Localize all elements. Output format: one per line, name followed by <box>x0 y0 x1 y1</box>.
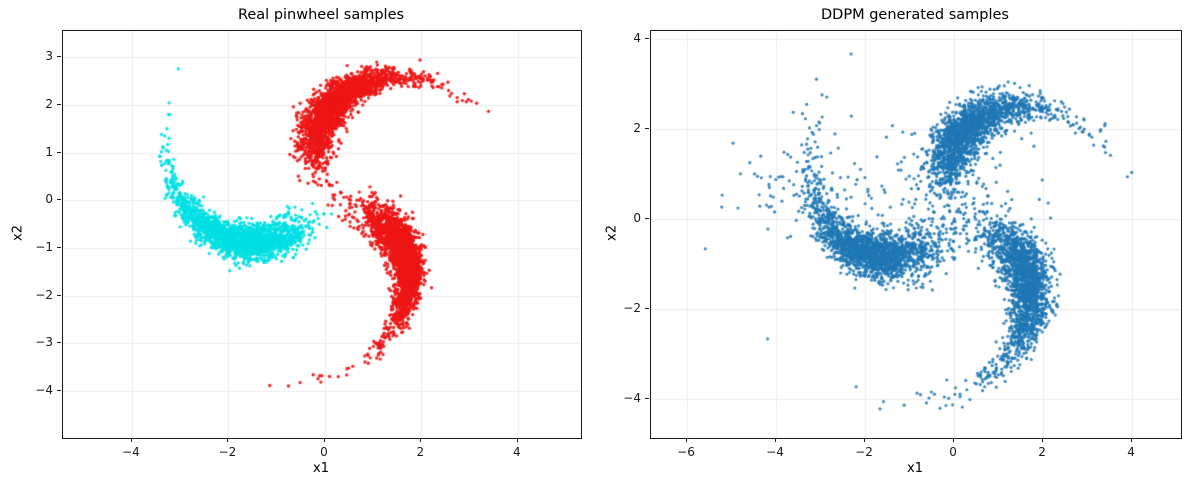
x-tick-mark <box>953 438 955 442</box>
plot-title-real: Real pinwheel samples <box>237 7 405 23</box>
y-tick-label: 2 <box>633 121 641 136</box>
x-tick-mark <box>775 438 777 442</box>
x-axis-label-real: x1 <box>313 461 329 476</box>
x-tick-label: 4 <box>1127 445 1135 459</box>
x-tick-label: −2 <box>855 445 873 459</box>
y-tick-mark <box>645 38 649 40</box>
x-tick-label: −6 <box>677 445 695 459</box>
x-tick-label: −4 <box>766 445 784 459</box>
y-tick-label: −3 <box>35 335 53 350</box>
scatter-canvas-real <box>63 31 581 438</box>
y-tick-label: −1 <box>35 239 53 254</box>
y-tick-mark <box>57 151 61 153</box>
y-tick-mark <box>57 246 61 248</box>
x-tick-mark <box>686 438 688 442</box>
x-tick-label: 2 <box>416 445 425 459</box>
y-tick-label: 3 <box>45 49 53 64</box>
x-tick-mark <box>227 438 229 442</box>
x-tick-mark <box>130 438 132 442</box>
y-tick-label: −4 <box>35 382 53 397</box>
x-tick-label: −2 <box>218 445 237 459</box>
y-axis-label-real: x2 <box>10 225 26 241</box>
y-tick-label: 2 <box>45 96 53 111</box>
axes-ddpm-generated <box>650 30 1182 439</box>
y-tick-mark <box>57 342 61 344</box>
axes-real-pinwheel <box>62 30 582 439</box>
y-tick-label: 1 <box>45 144 53 159</box>
y-tick-label: −4 <box>623 390 641 405</box>
y-tick-mark <box>57 294 61 296</box>
x-tick-label: 4 <box>512 445 521 459</box>
x-axis-label-generated: x1 <box>907 461 923 476</box>
y-tick-mark <box>645 217 649 219</box>
x-tick-mark <box>323 438 325 442</box>
y-tick-mark <box>645 397 649 399</box>
scatter-canvas-generated <box>651 31 1181 438</box>
y-tick-label: 0 <box>45 192 53 207</box>
y-tick-label: −2 <box>623 300 641 315</box>
x-tick-label: 0 <box>320 445 328 459</box>
x-tick-mark <box>864 438 866 442</box>
x-tick-label: −4 <box>122 445 140 459</box>
y-tick-mark <box>645 307 649 309</box>
x-tick-label: 2 <box>1038 445 1046 459</box>
x-tick-mark <box>1131 438 1133 442</box>
y-tick-label: 0 <box>633 210 641 225</box>
plot-title-generated: DDPM generated samples <box>821 7 1009 23</box>
y-tick-label: −2 <box>35 287 53 302</box>
x-tick-mark <box>420 438 422 442</box>
y-tick-mark <box>645 128 649 130</box>
x-tick-mark <box>1042 438 1044 442</box>
y-tick-mark <box>57 389 61 391</box>
y-tick-mark <box>57 199 61 201</box>
y-axis-label-generated: x2 <box>604 225 620 241</box>
y-tick-mark <box>57 56 61 58</box>
y-tick-label: 4 <box>633 31 641 46</box>
y-tick-mark <box>57 103 61 105</box>
x-tick-mark <box>516 438 518 442</box>
x-tick-label: 0 <box>949 445 957 459</box>
